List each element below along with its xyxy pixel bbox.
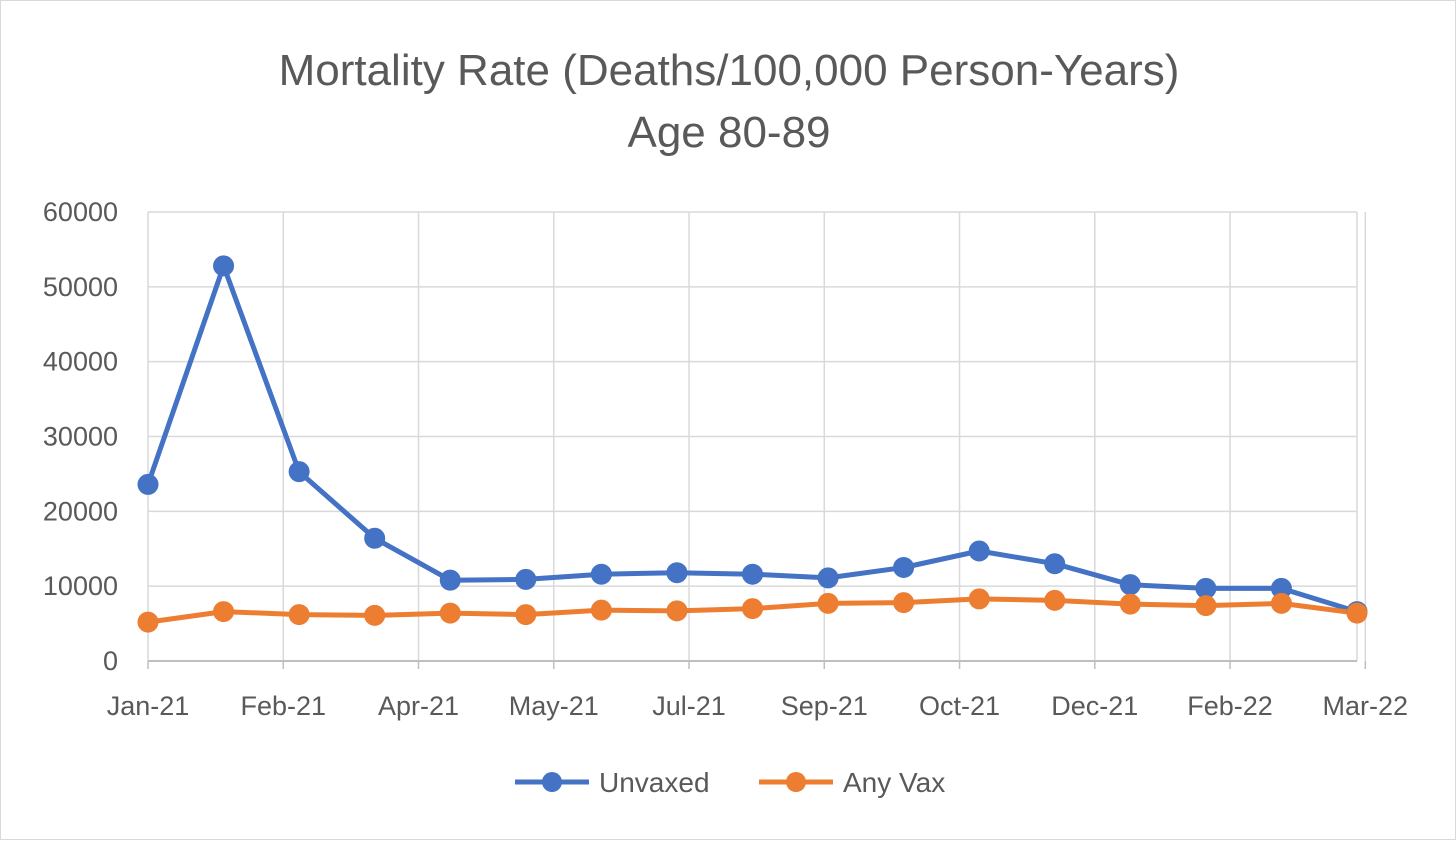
data-point-any-vax: [817, 592, 839, 614]
y-tick-label: 20000: [43, 496, 118, 526]
data-point-any-vax: [742, 598, 763, 620]
data-point-any-vax: [137, 611, 159, 633]
data-point-any-vax: [1195, 595, 1217, 617]
legend-swatch-marker: [542, 772, 562, 792]
x-tick-label: Apr-21: [378, 691, 459, 721]
data-point-any-vax: [515, 604, 537, 626]
x-tick-label: Jan-21: [107, 691, 190, 721]
data-point-unvaxed: [439, 569, 461, 591]
data-point-any-vax: [439, 602, 461, 624]
data-point-any-vax: [1270, 592, 1292, 614]
series-line-unvaxed: [145, 263, 1360, 615]
legend-label: Unvaxed: [599, 767, 710, 798]
data-point-any-vax: [364, 604, 386, 626]
data-point-any-vax: [1044, 589, 1066, 611]
legend-swatch-marker: [786, 772, 806, 792]
data-point-unvaxed: [1119, 574, 1141, 596]
data-point-unvaxed: [213, 255, 235, 277]
x-tick-label: Jul-21: [652, 691, 726, 721]
data-point-any-vax: [1346, 602, 1368, 624]
data-point-unvaxed: [666, 562, 688, 584]
data-point-any-vax: [893, 592, 915, 614]
data-point-unvaxed: [288, 461, 310, 483]
chart-title-line-1: Mortality Rate (Deaths/100,000 Person-Ye…: [279, 46, 1180, 95]
data-point-unvaxed: [893, 556, 915, 578]
y-tick-label: 40000: [43, 347, 118, 377]
gridlines: [147, 211, 1367, 661]
chart-title-line-2: Age 80-89: [627, 108, 830, 157]
data-point-any-vax: [288, 604, 310, 626]
data-point-unvaxed: [968, 540, 990, 562]
data-point-any-vax: [590, 599, 612, 621]
data-point-unvaxed: [364, 527, 386, 549]
y-tick-label: 10000: [43, 571, 118, 601]
x-tick-label: Mar-22: [1323, 691, 1409, 721]
x-tick-label: Feb-22: [1187, 691, 1273, 721]
x-tick-label: Sep-21: [781, 691, 868, 721]
x-tick-label: Feb-21: [240, 691, 326, 721]
data-point-any-vax: [1119, 593, 1141, 615]
data-point-unvaxed: [137, 473, 159, 495]
x-tick-label: Oct-21: [919, 691, 1000, 721]
data-point-unvaxed: [590, 563, 612, 585]
legend: Unvaxed Any Vax: [515, 767, 945, 798]
x-tick-label: May-21: [509, 691, 599, 721]
series-lines: [137, 255, 1368, 633]
x-tick-label: Dec-21: [1051, 691, 1138, 721]
data-point-any-vax: [968, 588, 990, 610]
data-point-any-vax: [213, 601, 235, 623]
y-tick-label: 0: [103, 646, 118, 676]
data-point-any-vax: [666, 600, 688, 622]
axes: 0 10000 20000 30000 40000 50000 60000 Jan-21 Feb…: [43, 197, 1408, 721]
data-point-unvaxed: [1044, 553, 1066, 575]
data-point-unvaxed: [817, 567, 839, 589]
data-point-unvaxed: [742, 563, 763, 585]
data-point-unvaxed: [515, 568, 537, 590]
y-tick-label: 60000: [43, 197, 118, 227]
y-tick-label: 30000: [43, 422, 118, 452]
y-tick-label: 50000: [43, 272, 118, 302]
legend-label: Any Vax: [843, 767, 945, 798]
